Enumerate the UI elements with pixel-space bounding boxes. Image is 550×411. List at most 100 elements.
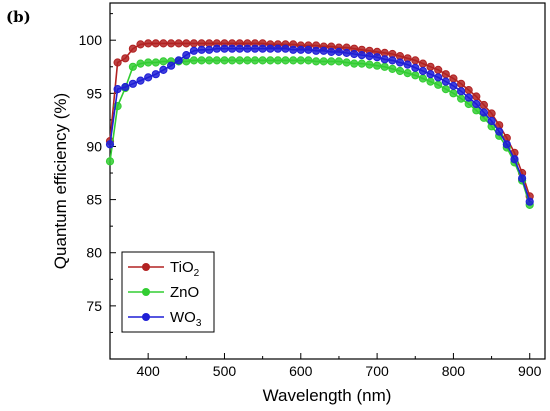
data-point (197, 45, 206, 54)
legend-box (121, 251, 215, 333)
x-axis-ticks: 400 500 600 700 800 900 (109, 353, 542, 379)
data-point (457, 87, 466, 96)
data-point (197, 56, 206, 65)
data-point (128, 79, 137, 88)
data-point (235, 44, 244, 53)
data-point (296, 45, 305, 54)
data-point (373, 61, 382, 70)
data-point (250, 56, 260, 65)
data-point (464, 86, 473, 95)
data-point (449, 89, 458, 98)
data-point (289, 45, 298, 54)
data-point (220, 56, 229, 65)
x-tick-label: 800 (442, 363, 466, 379)
data-point (418, 74, 427, 83)
legend-label: TiO2 (170, 259, 200, 279)
data-point (105, 140, 115, 149)
data-point (136, 76, 145, 85)
data-point (434, 65, 443, 75)
y-tick-label: 95 (86, 85, 102, 101)
data-point (312, 46, 321, 55)
data-point (128, 62, 137, 71)
data-point (159, 39, 168, 48)
data-point (403, 69, 412, 78)
data-point (388, 56, 397, 65)
data-point (411, 63, 420, 72)
data-point (449, 81, 458, 91)
x-tick-label: 900 (518, 363, 542, 379)
data-point (441, 85, 450, 94)
panel-label: (b) (6, 8, 31, 26)
data-point (281, 44, 290, 53)
data-point (121, 82, 130, 92)
data-point (350, 49, 359, 59)
data-point (273, 44, 282, 53)
data-point (411, 56, 420, 65)
data-point (357, 51, 366, 60)
data-point (151, 70, 160, 79)
data-point (136, 59, 145, 68)
x-tick-label: 500 (213, 363, 237, 379)
data-point (159, 57, 168, 66)
y-tick-label: 85 (86, 192, 102, 208)
data-point (144, 39, 153, 48)
data-point (334, 57, 343, 66)
data-point (350, 59, 359, 68)
data-point (472, 99, 481, 109)
data-point (250, 44, 260, 53)
data-point (380, 62, 389, 71)
data-point (151, 39, 160, 48)
data-point (334, 47, 343, 57)
data-point (380, 55, 389, 64)
data-point (228, 44, 237, 53)
y-axis-title: Quantum efficiency (%) (51, 93, 70, 269)
y-tick-label: 100 (79, 32, 103, 48)
data-point (472, 92, 481, 101)
data-point (159, 65, 168, 75)
data-point (312, 57, 321, 66)
legend-label: ZnO (170, 284, 199, 301)
data-point (510, 155, 519, 164)
data-point (464, 93, 473, 102)
series-ZnO (105, 56, 534, 209)
data-point (395, 58, 405, 67)
data-point (487, 116, 496, 126)
data-point (144, 58, 153, 67)
data-point (487, 109, 496, 118)
series-layer (105, 39, 534, 209)
data-point (174, 39, 183, 48)
data-point (258, 44, 267, 53)
data-point (113, 85, 122, 94)
data-point (189, 39, 198, 48)
data-point (212, 56, 221, 65)
data-point (136, 40, 145, 49)
data-point (357, 59, 366, 68)
data-point (273, 56, 282, 65)
data-point (189, 46, 198, 55)
data-point (182, 51, 191, 60)
data-point (342, 58, 351, 67)
data-point (388, 64, 397, 74)
data-point (243, 56, 252, 65)
data-point (395, 66, 405, 76)
data-point (457, 94, 466, 103)
data-point (327, 57, 336, 66)
data-point (266, 44, 275, 53)
data-point (167, 61, 176, 70)
data-point (167, 39, 176, 48)
data-point (457, 79, 466, 88)
data-point (205, 45, 214, 54)
data-point (243, 44, 252, 53)
data-point (235, 56, 244, 65)
data-point (342, 48, 351, 58)
data-point (449, 74, 458, 83)
data-point (441, 77, 450, 86)
data-point (296, 56, 305, 65)
x-tick-label: 700 (365, 363, 389, 379)
plot-frame (109, 2, 546, 360)
data-point (426, 70, 435, 79)
data-point (266, 56, 275, 65)
data-point (479, 108, 488, 117)
data-point (174, 56, 183, 65)
